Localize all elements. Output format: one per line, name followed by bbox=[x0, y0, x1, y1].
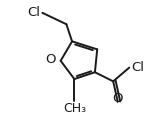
Text: O: O bbox=[46, 53, 56, 66]
Text: Cl: Cl bbox=[27, 6, 40, 19]
Text: CH₃: CH₃ bbox=[63, 102, 86, 115]
Text: Cl: Cl bbox=[131, 61, 144, 74]
Text: O: O bbox=[113, 92, 123, 105]
